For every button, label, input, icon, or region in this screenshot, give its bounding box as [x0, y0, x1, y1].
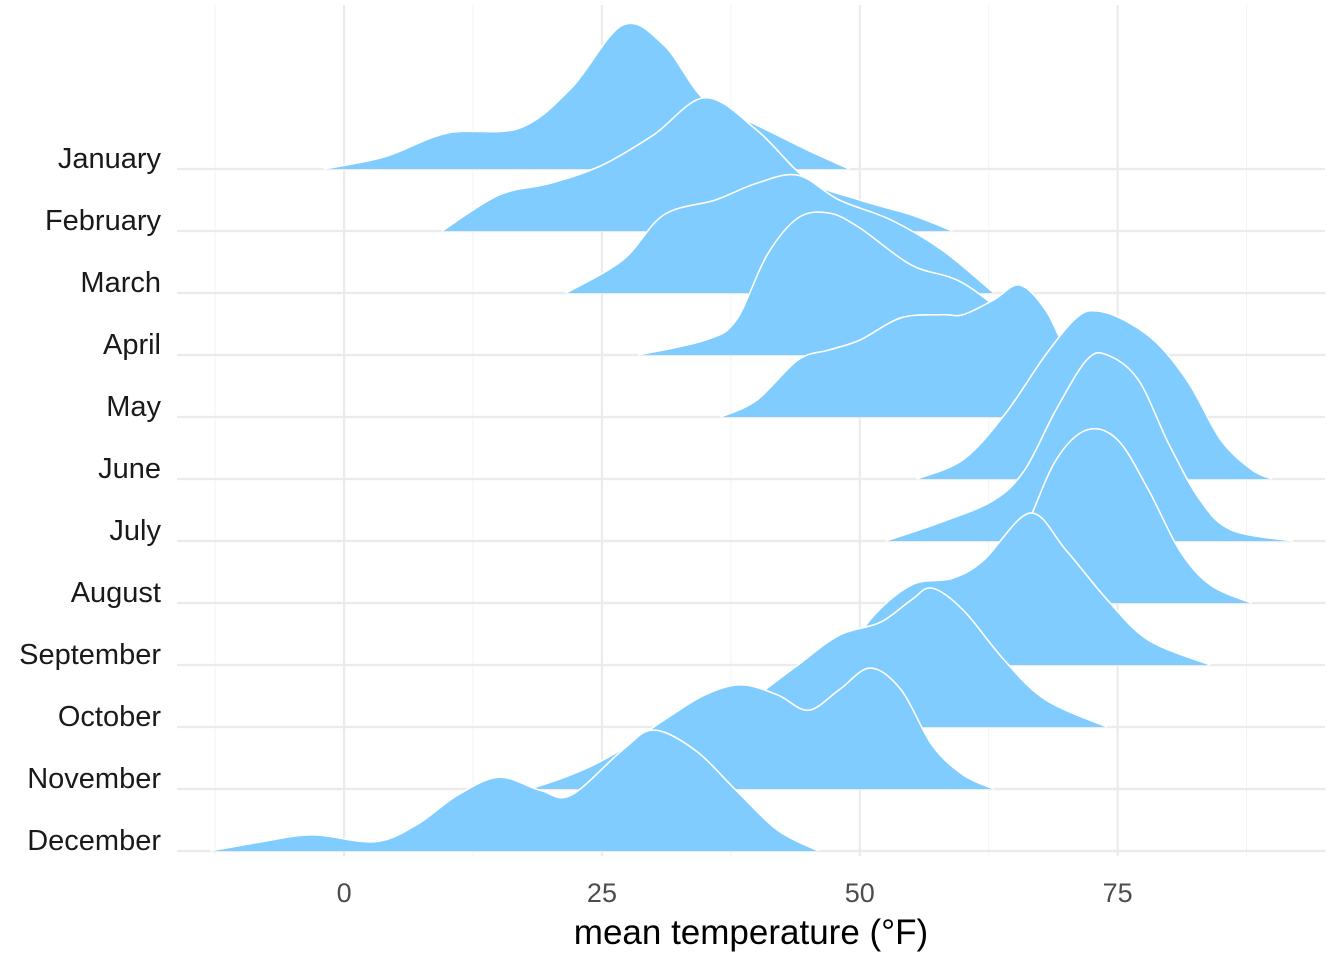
ridge-fill-may	[720, 284, 1118, 417]
y-label-september: September	[19, 639, 161, 671]
x-tick-label: 75	[1103, 878, 1133, 908]
y-axis-labels: January February March April May June July Augu…	[19, 143, 161, 857]
ridge-outline-october	[714, 587, 1108, 728]
ridges	[209, 22, 1294, 852]
y-label-august: August	[71, 577, 161, 609]
y-label-march: March	[80, 267, 161, 299]
ridge-outline-december	[209, 729, 819, 852]
ridge-fill-october	[715, 587, 1108, 727]
ridge-outline-november	[529, 667, 995, 790]
ridge-outline-april	[637, 211, 1057, 356]
y-label-january: January	[58, 143, 162, 175]
ridge-fill-august	[921, 428, 1252, 603]
ridge-fill-december	[210, 730, 819, 851]
ridge-outline-january	[323, 22, 850, 170]
y-label-february: February	[45, 205, 162, 237]
ridge-outline-june	[916, 309, 1273, 480]
y-label-november: November	[27, 763, 161, 795]
ridge-outline-september	[843, 512, 1211, 666]
ridge-outline-july	[885, 351, 1294, 542]
y-label-october: October	[58, 701, 161, 733]
y-label-april: April	[103, 329, 161, 361]
y-label-may: May	[106, 391, 161, 423]
y-label-june: June	[98, 453, 161, 485]
x-tick-label: 0	[337, 878, 352, 908]
x-axis-ticks: 0 25 50 75	[337, 878, 1133, 908]
x-tick-label: 50	[845, 878, 875, 908]
x-tick-label: 25	[587, 878, 617, 908]
ridge-outline-february	[441, 96, 953, 232]
y-label-december: December	[27, 825, 161, 857]
y-label-july: July	[109, 515, 161, 547]
x-axis-title: mean temperature (°F)	[574, 913, 928, 952]
ridge-outline-march	[565, 173, 995, 294]
